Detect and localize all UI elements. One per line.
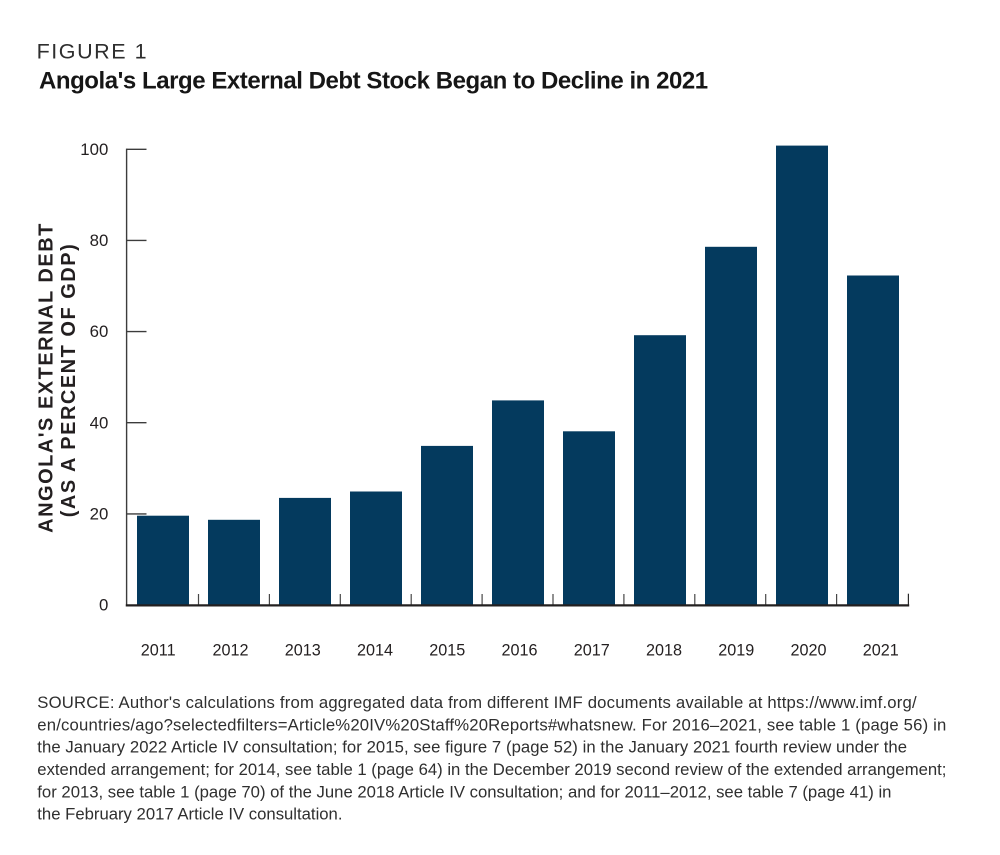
svg-text:extended arrangement; for 2014: extended arrangement; for 2014, see tabl… — [37, 760, 946, 779]
svg-text:SOURCE: Author's calculations: SOURCE: Author's calculations from aggre… — [37, 693, 917, 712]
svg-text:the January 2022 Article IV co: the January 2022 Article IV consultation… — [37, 738, 907, 757]
svg-text:for 2013, see table 1 (page 70: for 2013, see table 1 (page 70) of the J… — [37, 782, 891, 801]
svg-text:2018: 2018 — [646, 641, 682, 659]
svg-text:2012: 2012 — [212, 641, 248, 659]
svg-text:2019: 2019 — [718, 641, 754, 659]
svg-text:100: 100 — [80, 140, 108, 159]
svg-text:2016: 2016 — [501, 641, 537, 659]
svg-text:FIGURE 1: FIGURE 1 — [37, 40, 149, 64]
svg-text:40: 40 — [90, 413, 109, 432]
svg-text:2015: 2015 — [429, 641, 465, 659]
svg-text:the February 2017 Article IV c: the February 2017 Article IV consultatio… — [37, 805, 342, 824]
svg-text:ANGOLA'S EXTERNAL DEBT: ANGOLA'S EXTERNAL DEBT — [36, 222, 58, 533]
svg-text:60: 60 — [90, 322, 109, 341]
svg-text:20: 20 — [90, 505, 109, 524]
svg-text:(AS A PERCENT OF GDP): (AS A PERCENT OF GDP) — [58, 243, 80, 517]
svg-text:Angola's Large External Debt S: Angola's Large External Debt Stock Began… — [39, 68, 708, 95]
svg-text:2020: 2020 — [790, 641, 826, 659]
svg-text:2011: 2011 — [141, 641, 176, 659]
svg-text:2017: 2017 — [574, 641, 610, 659]
svg-text:0: 0 — [99, 595, 108, 614]
svg-text:2014: 2014 — [357, 641, 393, 659]
svg-text:2021: 2021 — [863, 641, 899, 659]
svg-text:en/countries/ago?selectedfilte: en/countries/ago?selectedfilters=Article… — [37, 715, 946, 734]
svg-text:2013: 2013 — [285, 641, 321, 659]
svg-text:80: 80 — [90, 231, 109, 250]
